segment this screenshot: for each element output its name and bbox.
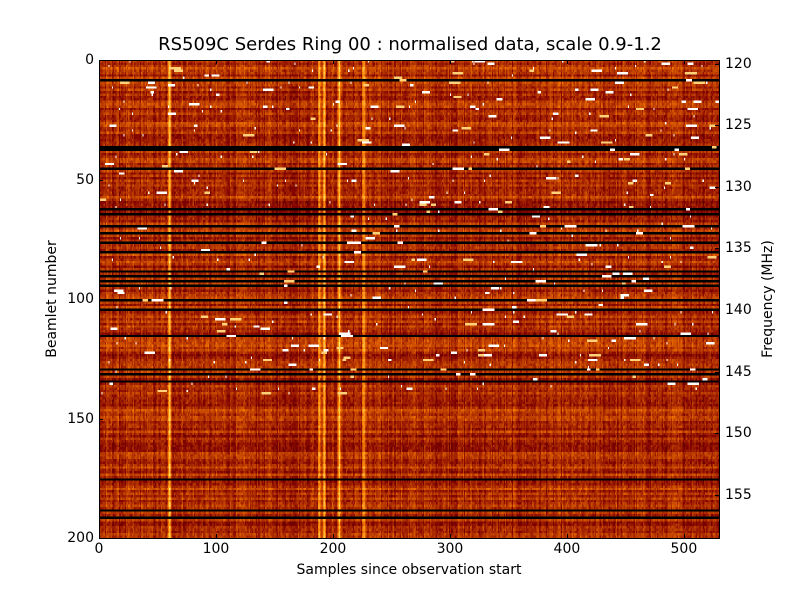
y2-axis-label: Frequency (MHz)	[760, 240, 776, 358]
y2-tick-mark	[715, 494, 719, 496]
chart-title: RS509C Serdes Ring 00 : normalised data,…	[158, 34, 662, 55]
x-tick-mark	[215, 534, 217, 538]
x-tick-mark	[683, 60, 685, 64]
x-tick-mark	[449, 534, 451, 538]
x-tick-label: 300	[436, 541, 464, 557]
y-tick-mark	[99, 418, 103, 420]
x-tick-label: 400	[553, 541, 581, 557]
y2-tick-mark	[715, 63, 719, 65]
y2-tick-label: 155	[725, 486, 752, 503]
x-axis-label: Samples since observation start	[296, 562, 522, 578]
y2-tick-mark	[715, 125, 719, 127]
x-tick-mark	[215, 60, 217, 64]
y2-tick-mark	[715, 310, 719, 312]
y2-tick-label: 125	[725, 117, 752, 134]
y2-tick-label: 150	[725, 425, 752, 442]
x-tick-mark	[332, 60, 334, 64]
x-tick-mark	[566, 534, 568, 538]
y-tick-label: 150	[67, 410, 94, 427]
x-tick-mark	[449, 60, 451, 64]
x-tick-label: 200	[319, 541, 347, 557]
x-tick-label: 0	[94, 541, 104, 557]
y-tick-label: 50	[76, 171, 94, 188]
plot-area	[99, 60, 719, 538]
y-tick-mark	[99, 299, 103, 300]
x-tick-mark	[99, 534, 100, 538]
x-tick-label: 100	[202, 541, 230, 557]
x-tick-mark	[683, 534, 685, 538]
y-tick-label: 200	[67, 530, 94, 546]
y-tick-mark	[99, 60, 103, 61]
y2-tick-label: 135	[725, 240, 752, 257]
x-tick-mark	[566, 60, 568, 64]
y-tick-mark	[99, 179, 103, 181]
y-tick-label: 0	[85, 52, 94, 68]
y2-tick-label: 140	[725, 302, 752, 319]
x-tick-label: 500	[670, 541, 698, 557]
y-tick-label: 100	[67, 291, 94, 307]
y-axis-label: Beamlet number	[44, 240, 60, 358]
y2-tick-mark	[715, 186, 719, 188]
y2-tick-label: 120	[725, 55, 752, 72]
y2-tick-mark	[715, 433, 719, 435]
x-tick-mark	[332, 534, 334, 538]
heatmap-image	[99, 60, 719, 538]
y2-tick-mark	[715, 248, 719, 250]
x-tick-mark	[99, 60, 100, 64]
y2-tick-mark	[715, 371, 719, 373]
y-tick-mark	[99, 538, 103, 539]
y2-tick-label: 145	[725, 363, 752, 380]
y2-tick-label: 130	[725, 178, 752, 195]
